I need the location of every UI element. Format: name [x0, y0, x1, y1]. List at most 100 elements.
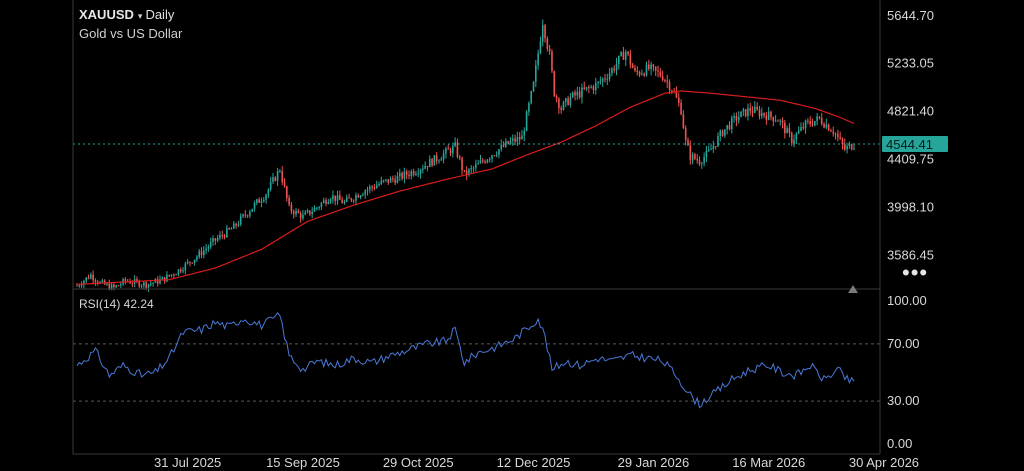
candle-body[interactable]	[433, 155, 436, 166]
candle-body[interactable]	[756, 106, 758, 110]
candle-body[interactable]	[124, 279, 127, 281]
candle-body[interactable]	[339, 195, 341, 200]
candle-body[interactable]	[781, 120, 784, 123]
candle-body[interactable]	[687, 139, 689, 146]
candle-body[interactable]	[802, 127, 805, 129]
candle-body[interactable]	[290, 204, 293, 212]
candle-body[interactable]	[260, 201, 263, 203]
candle-body[interactable]	[712, 146, 715, 150]
candle-body[interactable]	[528, 103, 530, 112]
candle-body[interactable]	[705, 150, 708, 157]
candle-body[interactable]	[463, 170, 466, 172]
candle-body[interactable]	[78, 285, 81, 287]
candle-body[interactable]	[92, 274, 94, 281]
candle-body[interactable]	[179, 269, 182, 272]
candle-body[interactable]	[843, 144, 846, 150]
candle-body[interactable]	[754, 106, 756, 113]
candle-body[interactable]	[166, 274, 168, 282]
candle-body[interactable]	[417, 173, 420, 175]
candle-body[interactable]	[170, 274, 173, 276]
candle-body[interactable]	[115, 285, 118, 288]
candle-body[interactable]	[456, 142, 459, 157]
candle-body[interactable]	[221, 234, 224, 236]
more-options-icon[interactable]: •••	[902, 260, 929, 285]
candle-body[interactable]	[145, 282, 147, 288]
candle-body[interactable]	[530, 91, 533, 104]
candle-body[interactable]	[168, 274, 171, 276]
candle-body[interactable]	[629, 53, 632, 65]
candle-body[interactable]	[292, 211, 295, 215]
candle-body[interactable]	[505, 141, 507, 147]
candle-body[interactable]	[707, 149, 710, 151]
candle-body[interactable]	[246, 215, 249, 217]
candle-body[interactable]	[237, 224, 240, 226]
candle-body[interactable]	[389, 178, 392, 183]
candle-body[interactable]	[588, 87, 590, 89]
candle-body[interactable]	[283, 181, 286, 187]
candle-body[interactable]	[790, 132, 793, 144]
candle-body[interactable]	[839, 137, 841, 139]
candle-body[interactable]	[671, 90, 673, 92]
candle-body[interactable]	[152, 282, 154, 284]
candle-body[interactable]	[484, 161, 486, 163]
candle-body[interactable]	[428, 159, 431, 168]
candle-body[interactable]	[373, 187, 376, 189]
candle-body[interactable]	[795, 133, 798, 140]
candle-body[interactable]	[223, 235, 226, 238]
candle-body[interactable]	[228, 228, 230, 230]
candle-body[interactable]	[424, 165, 426, 169]
candle-body[interactable]	[585, 87, 588, 90]
scroll-marker-icon[interactable]	[848, 285, 858, 293]
candle-body[interactable]	[297, 210, 300, 214]
candle-body[interactable]	[191, 262, 194, 264]
candle-body[interactable]	[269, 181, 272, 190]
candle-body[interactable]	[735, 115, 738, 121]
candle-body[interactable]	[408, 174, 410, 177]
candle-body[interactable]	[401, 172, 403, 179]
candle-body[interactable]	[733, 115, 735, 118]
candle-body[interactable]	[415, 173, 417, 175]
candle-body[interactable]	[173, 274, 175, 276]
candle-body[interactable]	[691, 154, 694, 160]
candle-body[interactable]	[770, 111, 772, 117]
candle-body[interactable]	[786, 128, 788, 134]
candle-body[interactable]	[813, 120, 816, 126]
candle-body[interactable]	[779, 120, 782, 122]
candle-body[interactable]	[226, 228, 228, 238]
candle-body[interactable]	[537, 53, 539, 66]
candle-body[interactable]	[535, 65, 537, 82]
candle-body[interactable]	[315, 207, 318, 209]
candle-body[interactable]	[431, 159, 433, 166]
candle-body[interactable]	[378, 184, 380, 186]
candle-body[interactable]	[143, 282, 145, 286]
candle-body[interactable]	[834, 133, 837, 135]
candle-body[interactable]	[318, 207, 320, 209]
candle-body[interactable]	[742, 109, 745, 112]
candle-body[interactable]	[726, 125, 728, 130]
candle-body[interactable]	[532, 81, 535, 92]
candle-body[interactable]	[281, 171, 284, 182]
candle-body[interactable]	[449, 149, 452, 154]
candle-body[interactable]	[101, 280, 104, 282]
candle-body[interactable]	[286, 186, 288, 198]
candle-body[interactable]	[154, 279, 157, 283]
candle-body[interactable]	[832, 131, 835, 134]
candle-body[interactable]	[83, 280, 85, 285]
candle-body[interactable]	[659, 71, 662, 77]
candle-body[interactable]	[394, 179, 396, 183]
candle-body[interactable]	[322, 200, 325, 203]
candle-body[interactable]	[763, 112, 765, 116]
candle-body[interactable]	[209, 241, 212, 247]
candle-body[interactable]	[472, 167, 475, 169]
candle-body[interactable]	[576, 91, 579, 96]
candle-body[interactable]	[203, 250, 205, 256]
candle-body[interactable]	[90, 274, 92, 279]
candle-body[interactable]	[212, 238, 214, 242]
candle-body[interactable]	[574, 92, 576, 96]
candle-body[interactable]	[422, 168, 424, 170]
candle-body[interactable]	[341, 199, 343, 204]
candle-body[interactable]	[96, 281, 99, 284]
candle-body[interactable]	[703, 156, 705, 164]
candle-body[interactable]	[452, 145, 454, 154]
chevron-down-icon[interactable]: ▾	[137, 11, 143, 21]
